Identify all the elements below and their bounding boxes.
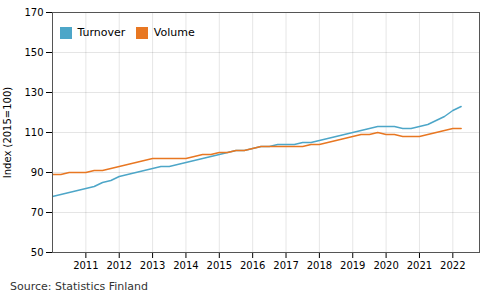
svg-text:2021: 2021: [407, 260, 432, 271]
svg-text:2017: 2017: [273, 260, 298, 271]
svg-text:2022: 2022: [440, 260, 465, 271]
svg-text:90: 90: [31, 167, 44, 178]
svg-text:2014: 2014: [173, 260, 198, 271]
svg-text:150: 150: [24, 47, 43, 58]
svg-text:2012: 2012: [106, 260, 131, 271]
svg-text:70: 70: [31, 207, 44, 218]
svg-text:2015: 2015: [207, 260, 232, 271]
svg-text:2019: 2019: [340, 260, 365, 271]
html-text:Turnover: Turnover: [77, 26, 126, 39]
svg-text:170: 170: [24, 7, 43, 18]
svg-text:2011: 2011: [73, 260, 98, 271]
svg-text:110: 110: [24, 127, 43, 138]
svg-text:2013: 2013: [140, 260, 165, 271]
html-text:Volume: Volume: [153, 26, 195, 39]
svg-text:50: 50: [31, 247, 44, 258]
svg-text:Index (2015=100): Index (2015=100): [2, 87, 13, 179]
svg-text:2018: 2018: [307, 260, 332, 271]
svg-text:130: 130: [24, 87, 43, 98]
svg-text:2020: 2020: [373, 260, 398, 271]
svg-text:2016: 2016: [240, 260, 265, 271]
html-text:Source: Statistics Finland: Source: Statistics Finland: [10, 280, 149, 293]
